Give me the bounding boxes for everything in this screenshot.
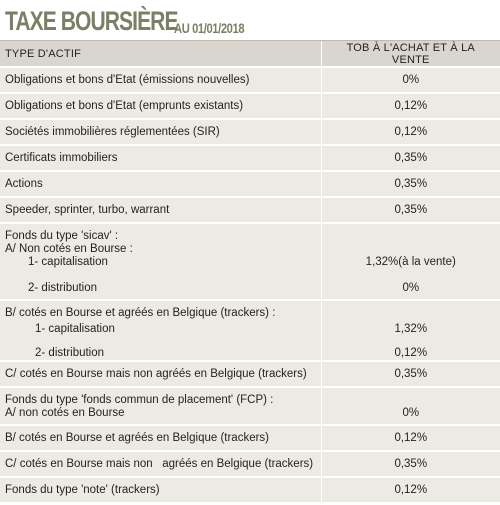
sicav-a-values: 1,32%(à la vente) 0% <box>320 223 500 301</box>
sicav-a-labels: Fonds du type 'sicav' : A/ Non cotés en … <box>0 223 321 301</box>
page-title: TAXE BOURSIÈRE <box>5 6 178 36</box>
note-value: 0,12% <box>320 477 500 504</box>
fcp-a-value: 0% <box>402 407 420 419</box>
row-label: Obligations et bons d'Etat (emprunts exi… <box>0 93 321 120</box>
fcp-a-row: Fonds du type 'fonds commun de placement… <box>0 387 500 426</box>
fcp-a-labels: Fonds du type 'fonds commun de placement… <box>0 387 321 426</box>
table-row: Fonds du type 'note' (trackers) 0,12% <box>0 477 500 504</box>
sicav-a2-label: 2- distribution <box>28 282 98 294</box>
row-value: 0,35% <box>320 171 500 198</box>
row-label: Certificats immobiliers <box>0 145 321 172</box>
header-tob: TOB À L'ACHAT ET À LA VENTE <box>320 40 500 68</box>
sicav-a2-value: 0% <box>402 282 420 294</box>
row-value: 0% <box>320 67 500 94</box>
fcp-c-label: C/ cotés en Bourse mais non agréés en Be… <box>0 451 321 478</box>
sicav-b2-value: 0,12% <box>394 347 428 359</box>
page-subtitle: AU 01/01/2018 <box>174 20 245 36</box>
table-row: C/ cotés en Bourse mais non agréés en Be… <box>0 361 500 388</box>
note-label: Fonds du type 'note' (trackers) <box>0 477 321 504</box>
sicav-a1-value: 1,32%(à la vente) <box>365 256 456 268</box>
fcp-c-value: 0,35% <box>320 451 500 478</box>
table-row: Obligations et bons d'Etat (émissions no… <box>0 67 500 94</box>
sicav-title: Fonds du type 'sicav' : <box>5 230 119 242</box>
sicav-a-row: Fonds du type 'sicav' : A/ Non cotés en … <box>0 223 500 301</box>
sicav-b1-value: 1,32% <box>394 323 428 335</box>
table-row: Actions 0,35% <box>0 171 500 198</box>
table-row: C/ cotés en Bourse mais non agréés en Be… <box>0 451 500 478</box>
sicav-b-labels: B/ cotés en Bourse et agréés en Belgique… <box>0 300 321 362</box>
fcp-a-values: 0% <box>320 387 500 426</box>
title-bar: TAXE BOURSIÈRE AU 01/01/2018 <box>0 0 500 40</box>
fcp-b-label: B/ cotés en Bourse et agréés en Belgique… <box>0 425 321 452</box>
sicav-c-value: 0,35% <box>320 361 500 388</box>
table-row: Sociétés immobilières réglementées (SIR)… <box>0 119 500 146</box>
table-row: Obligations et bons d'Etat (emprunts exi… <box>0 93 500 120</box>
sicav-a1-label: 1- capitalisation <box>28 256 108 268</box>
sicav-b-row: B/ cotés en Bourse et agréés en Belgique… <box>0 300 500 362</box>
row-value: 0,35% <box>320 197 500 224</box>
table-row: Certificats immobiliers 0,35% <box>0 145 500 172</box>
row-label: Actions <box>0 171 321 198</box>
fcp-a-label: A/ non cotés en Bourse <box>5 407 125 419</box>
sicav-c-label: C/ cotés en Bourse mais non agréés en Be… <box>0 361 321 388</box>
row-label: Obligations et bons d'Etat (émissions no… <box>0 67 321 94</box>
sicav-a-label: A/ Non cotés en Bourse : <box>5 243 133 255</box>
fcp-b-value: 0,12% <box>320 425 500 452</box>
sicav-b-label: B/ cotés en Bourse et agréés en Belgique… <box>5 307 276 319</box>
table-header-row: TYPE D'ACTIF TOB À L'ACHAT ET À LA VENTE <box>0 40 500 68</box>
sicav-b-values: 1,32% 0,12% <box>320 300 500 362</box>
tax-table: TYPE D'ACTIF TOB À L'ACHAT ET À LA VENTE… <box>0 40 500 504</box>
row-label: Speeder, sprinter, turbo, warrant <box>0 197 321 224</box>
table-row: Speeder, sprinter, turbo, warrant 0,35% <box>0 197 500 224</box>
sicav-b2-label: 2- distribution <box>35 347 105 359</box>
row-label: Sociétés immobilières réglementées (SIR) <box>0 119 321 146</box>
fcp-title: Fonds du type 'fonds commun de placement… <box>5 394 274 406</box>
sicav-b1-label: 1- capitalisation <box>35 323 115 335</box>
row-value: 0,12% <box>320 119 500 146</box>
table-row: B/ cotés en Bourse et agréés en Belgique… <box>0 425 500 452</box>
row-value: 0,12% <box>320 93 500 120</box>
row-value: 0,35% <box>320 145 500 172</box>
header-asset-type: TYPE D'ACTIF <box>0 40 321 68</box>
